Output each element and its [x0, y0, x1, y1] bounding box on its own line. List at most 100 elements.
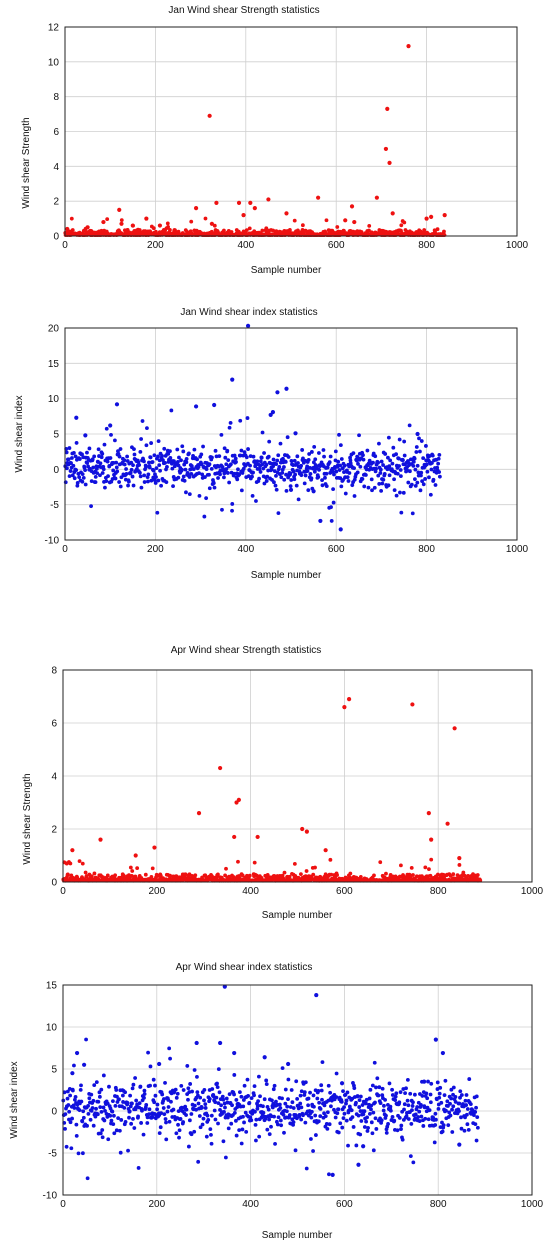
data-point	[439, 1100, 444, 1105]
x-tick-label: 800	[418, 240, 435, 251]
data-point	[83, 468, 87, 473]
data-point-notable	[152, 845, 157, 850]
data-point	[437, 1095, 442, 1100]
data-point	[350, 483, 355, 488]
data-point	[424, 1091, 429, 1096]
data-point	[225, 471, 230, 475]
data-point	[430, 461, 434, 465]
data-point	[169, 408, 174, 413]
y-tick-label: 2	[53, 197, 59, 208]
data-point	[74, 1122, 79, 1127]
data-point	[92, 454, 97, 459]
data-point	[161, 458, 165, 462]
data-point	[352, 477, 357, 482]
data-point	[246, 1094, 251, 1098]
data-point	[419, 470, 424, 475]
data-point	[395, 471, 400, 476]
data-point	[302, 1093, 307, 1097]
data-point	[401, 490, 406, 495]
data-point	[194, 1107, 199, 1112]
data-point	[174, 1131, 179, 1136]
data-point	[342, 1111, 347, 1116]
data-point	[394, 493, 399, 498]
data-point	[406, 480, 411, 485]
data-point	[327, 1172, 331, 1177]
data-point	[399, 1127, 403, 1131]
data-point	[313, 1113, 318, 1118]
data-point-notable	[64, 861, 69, 866]
data-point	[115, 1094, 119, 1099]
data-point	[247, 226, 252, 231]
data-point	[311, 1093, 316, 1098]
data-point	[273, 483, 278, 488]
data-point	[280, 1096, 284, 1101]
data-point	[349, 1108, 354, 1113]
data-point	[216, 1101, 221, 1106]
data-point	[232, 453, 237, 458]
data-point	[73, 1097, 77, 1102]
data-point	[358, 1132, 363, 1137]
data-point	[158, 1125, 163, 1130]
data-point	[286, 455, 291, 459]
data-point	[271, 228, 276, 233]
data-point	[306, 1096, 311, 1101]
data-point	[223, 455, 228, 460]
data-point	[261, 1110, 266, 1115]
data-point	[155, 1107, 160, 1112]
data-point	[344, 1098, 349, 1103]
data-point-notable	[410, 702, 415, 707]
panel-apr-strength: 0 200 400 600 800 1000 0 2 4 6 8 Apr Wind shear St…	[22, 645, 544, 921]
data-point	[116, 449, 120, 454]
data-point	[158, 873, 163, 878]
data-point	[361, 453, 365, 458]
data-point	[318, 1106, 323, 1111]
data-point	[162, 1097, 166, 1101]
data-point	[299, 1105, 304, 1110]
data-point	[198, 1095, 203, 1100]
data-point	[75, 480, 80, 485]
data-point	[405, 1098, 410, 1103]
data-point	[228, 420, 233, 425]
data-point	[129, 874, 134, 878]
data-point	[450, 1130, 455, 1134]
data-point	[267, 1117, 272, 1122]
data-point	[393, 1098, 398, 1103]
data-point	[413, 477, 417, 482]
data-point-notable	[314, 992, 319, 998]
data-point	[167, 1046, 172, 1051]
data-point	[429, 1081, 434, 1086]
data-point	[224, 866, 228, 871]
data-point	[179, 1083, 184, 1088]
data-point	[257, 476, 261, 481]
panel-apr-index: 0 200 400 600 800 1000 -10 -5 0 5 10 15 Apr Wind sh…	[9, 962, 544, 1241]
data-point	[183, 467, 188, 472]
data-point	[137, 1101, 142, 1106]
data-point	[457, 863, 462, 867]
data-point	[125, 454, 130, 459]
data-point	[442, 1093, 447, 1098]
data-point	[151, 1077, 156, 1082]
data-point	[315, 1096, 320, 1101]
data-point	[329, 519, 334, 523]
data-point	[386, 435, 391, 440]
data-point	[437, 470, 441, 474]
data-point	[128, 865, 133, 870]
data-point	[65, 872, 70, 877]
data-point	[337, 468, 342, 472]
data-point	[187, 1118, 192, 1123]
data-point	[402, 439, 407, 444]
data-point	[372, 485, 377, 490]
data-point	[313, 865, 317, 870]
data-point	[305, 464, 310, 469]
data-point	[428, 1092, 433, 1097]
data-point	[320, 1097, 324, 1102]
data-point	[324, 218, 329, 223]
data-point	[70, 456, 74, 460]
data-point	[104, 426, 109, 431]
data-point	[397, 464, 401, 468]
data-point-notable	[440, 1050, 445, 1056]
data-point-notable	[193, 404, 199, 409]
data-point	[136, 1166, 141, 1170]
data-point	[163, 461, 167, 465]
data-point	[188, 1082, 193, 1086]
